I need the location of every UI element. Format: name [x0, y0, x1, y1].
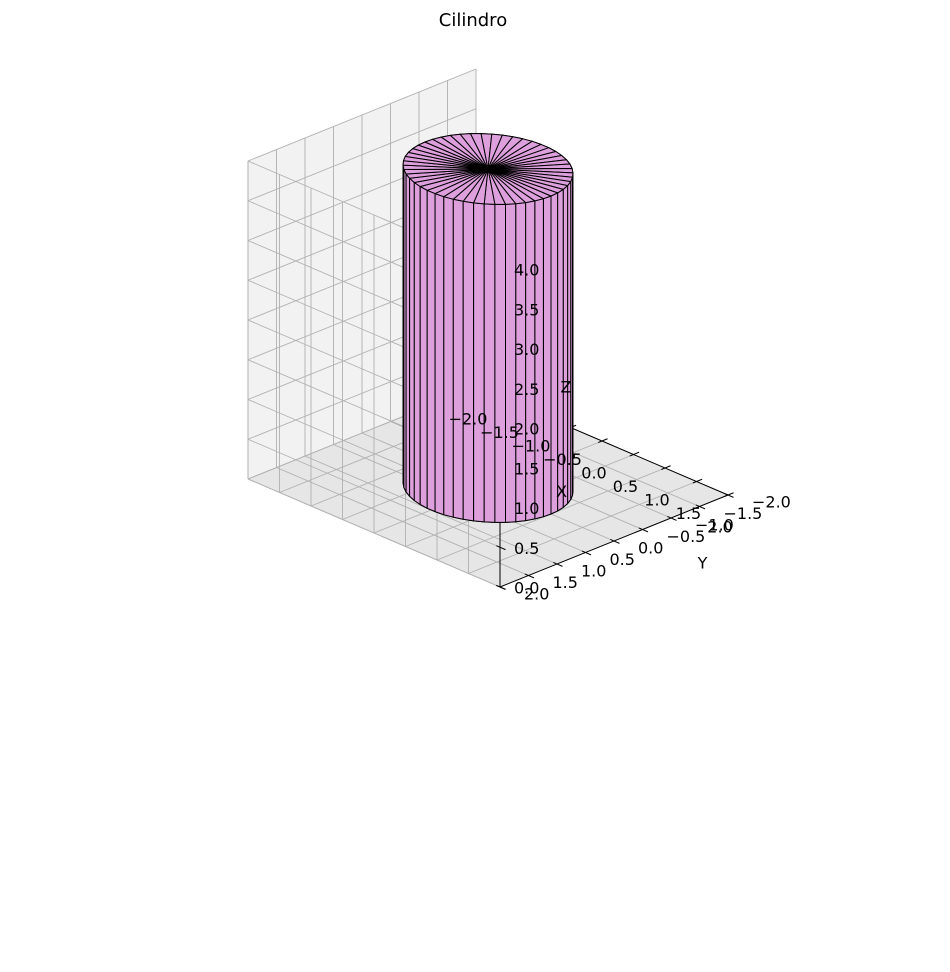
y-tick — [695, 504, 706, 510]
z-tick-label: 1.5 — [514, 459, 539, 478]
y-tick-label: −1.0 — [695, 516, 734, 535]
x-tick-label: −1.0 — [512, 437, 551, 456]
grid-line — [247, 108, 477, 202]
y-tick — [610, 538, 620, 544]
cylinder-side-face — [483, 203, 496, 523]
cylinder-side-face — [405, 173, 411, 497]
y-tick — [638, 527, 649, 533]
x-tick-label: 1.5 — [676, 504, 701, 523]
cylinder-side-face — [426, 189, 436, 513]
cylinder-side-face — [419, 186, 428, 509]
z-tick-label: 0.5 — [514, 539, 539, 558]
z-tick-label: 3.5 — [514, 300, 539, 319]
x-tick — [629, 451, 640, 457]
grid-line — [247, 68, 477, 162]
cylinder-side-face — [462, 200, 475, 522]
cylinder-top-wedge — [487, 168, 559, 197]
y-tick-label: 0.5 — [610, 550, 635, 569]
x-tick-label: 0.0 — [581, 464, 606, 483]
z-tick-label: 2.0 — [514, 420, 539, 439]
y-tick-label: 1.0 — [581, 562, 606, 581]
cylinder-surface — [402, 133, 574, 523]
y-tick — [524, 573, 535, 579]
z-tick-label: 2.5 — [514, 380, 539, 399]
cylinder-side-face — [413, 182, 421, 505]
y-tick — [724, 492, 734, 498]
x-tick — [598, 438, 608, 443]
z-tick-label: 1.0 — [514, 499, 539, 518]
grid-line — [247, 478, 501, 588]
y-tick-label: −2.0 — [752, 493, 791, 512]
y-tick-label: 0.0 — [638, 539, 663, 558]
y-tick-label: −1.5 — [724, 504, 763, 523]
cylinder-side-face — [473, 202, 485, 523]
chart-title: Cilindro — [439, 10, 507, 31]
cylinder-side-face — [434, 193, 445, 516]
grid-line — [247, 438, 501, 548]
z-tick-label: 4.0 — [514, 261, 539, 280]
x-tick-label: −1.5 — [480, 423, 519, 442]
y-tick-label: −0.5 — [667, 527, 706, 546]
x-axis-label: X — [556, 482, 567, 501]
z-tick-label: 3.0 — [514, 340, 539, 359]
y-tick — [553, 561, 563, 567]
x-tick-label: −2.0 — [449, 410, 488, 429]
tick-labels: −2.0−1.5−1.0−0.50.00.51.01.52.0−2.0−1.5−… — [449, 261, 791, 604]
x-tick — [661, 465, 671, 470]
x-tick-label: 2.0 — [707, 518, 732, 537]
cylinder-side-face — [494, 203, 506, 523]
z-tick-label: 0.0 — [514, 579, 539, 598]
cylinder-side-face — [452, 198, 464, 520]
cylinder-side-face — [409, 177, 415, 501]
y-axis-label: Y — [697, 554, 708, 573]
x-tick — [724, 492, 734, 497]
grid-line — [276, 467, 529, 576]
y-tick-label: 2.0 — [524, 585, 549, 604]
z-tick — [496, 584, 506, 590]
x-tick-label: 0.5 — [613, 477, 638, 496]
x-tick-label: −0.5 — [543, 450, 582, 469]
y-tick — [667, 515, 677, 521]
x-tick — [692, 478, 703, 484]
y-tick-label: 1.5 — [553, 573, 578, 592]
y-tick — [581, 550, 592, 556]
x-tick-label: 1.0 — [644, 491, 669, 510]
cylinder-side-face — [443, 196, 454, 518]
z-axis-label: Z — [561, 377, 572, 396]
z-tick — [496, 545, 506, 551]
